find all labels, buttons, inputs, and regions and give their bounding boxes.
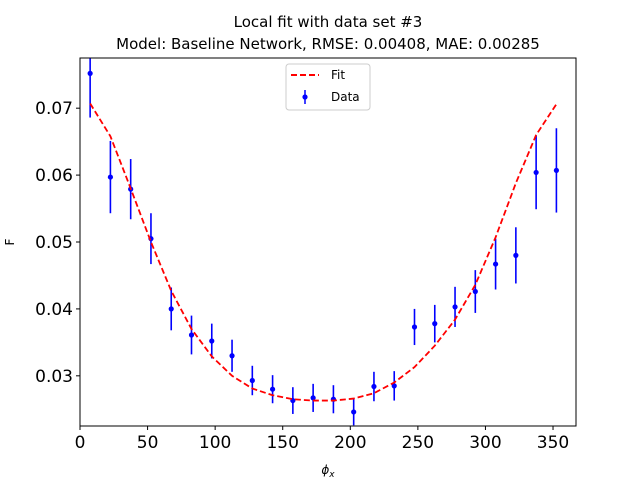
series-group [87,58,560,426]
data-point [87,70,93,76]
y-ticks: 0.03 0.04 0.05 0.06 0.07 [35,99,80,387]
data-point [472,288,478,295]
y-tick-label: 0.03 [35,367,73,387]
data-point [452,304,458,310]
x-tick-label: 50 [137,433,159,453]
data-point [533,169,539,176]
y-tick-label: 0.07 [35,99,73,119]
data-point [107,174,114,180]
series-layer [87,58,560,426]
x-ticks: 0 50 100 150 200 250 300 350 [75,426,569,453]
chart-title-line2: Model: Baseline Network, RMSE: 0.00408, … [116,35,540,53]
plot-background [80,58,576,426]
data-point [553,167,560,174]
legend-data-marker [302,94,308,100]
x-tick-label: 0 [75,433,86,453]
x-tick-label: 250 [402,433,434,453]
data-point [229,353,235,359]
x-tick-label: 300 [469,433,501,453]
y-tick-label: 0.05 [35,233,73,253]
legend-fit-label: Fit [331,68,345,82]
data-point [351,409,357,415]
data-point [371,383,377,390]
x-axis-label: ϕx [321,463,335,480]
data-point [310,395,316,401]
chart-title-line1: Local fit with data set #3 [234,13,423,31]
data-point [209,338,215,344]
data-point [269,386,276,392]
x-tick-label: 100 [199,433,231,453]
data-point [492,261,499,267]
data-point [513,252,519,258]
legend: Fit Data [285,63,371,111]
x-axis-label-main: ϕ [321,463,329,477]
x-axis-label-sub: x [328,470,335,480]
data-point [168,306,174,312]
fit-line [89,103,558,402]
data-point [432,321,438,327]
data-point [391,383,397,389]
y-tick-label: 0.06 [35,166,73,186]
plot-area: 0 50 100 150 200 250 300 350 0.030.040.050.060.… [35,57,577,453]
legend-data-label: Data [331,90,360,104]
data-point [411,324,418,330]
y-axis-label: F [3,238,17,245]
x-tick-label: 150 [266,433,298,453]
data-point [249,377,255,384]
y-tick-label: 0.04 [35,300,73,320]
data-point [188,332,195,338]
x-tick-label: 200 [334,433,366,453]
x-tick-label: 350 [537,433,569,453]
